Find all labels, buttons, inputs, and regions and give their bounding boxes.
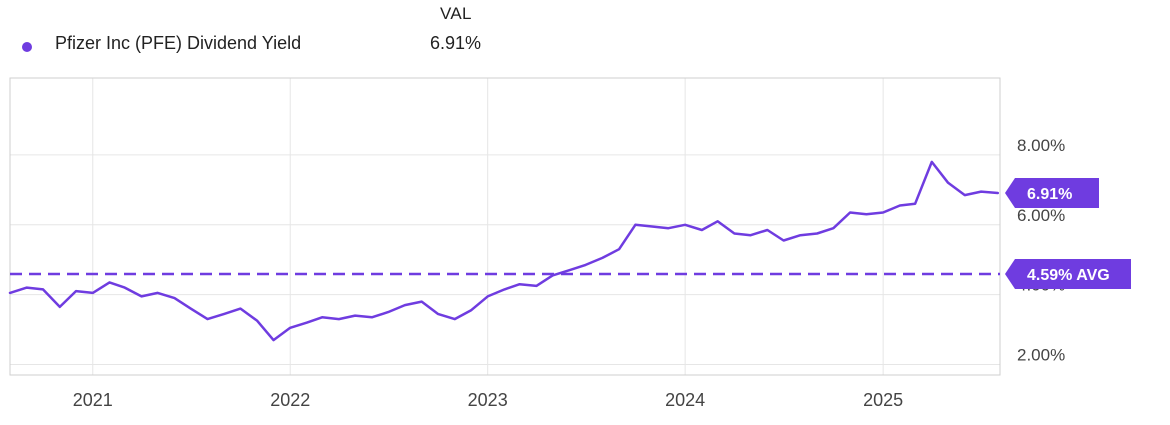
- legend: VAL Pfizer Inc (PFE) Dividend Yield 6.91…: [0, 0, 600, 70]
- y-tick-label: 2.00%: [1017, 346, 1065, 365]
- y-tick-label: 6.00%: [1017, 206, 1065, 225]
- x-tick-label: 2021: [73, 390, 113, 410]
- x-tick-label: 2023: [468, 390, 508, 410]
- x-tick-label: 2022: [270, 390, 310, 410]
- x-tick-label: 2025: [863, 390, 903, 410]
- last-value-badge-text: 6.91%: [1027, 186, 1072, 203]
- grid-lines: [10, 78, 1000, 375]
- average-badge: 4.59% AVG: [1005, 259, 1131, 290]
- average-badge-shape: [1005, 259, 1131, 290]
- legend-series-name: Pfizer Inc (PFE) Dividend Yield: [55, 33, 302, 53]
- legend-series-value: 6.91%: [430, 33, 482, 53]
- last-value-badge: 6.91%: [1005, 177, 1099, 208]
- plot-area-border: [9, 77, 1001, 376]
- legend-series-marker: [22, 42, 32, 52]
- legend-column-header: VAL: [440, 4, 472, 23]
- y-tick-label: 8.00%: [1017, 136, 1065, 155]
- y-axis-tick-labels: 2.00%4.00%6.00%8.00%: [1017, 136, 1065, 365]
- average-badge-text: 4.59% AVG: [1027, 267, 1110, 284]
- x-tick-label: 2024: [665, 390, 705, 410]
- x-axis-tick-labels: 2021 2022 2023 2024 2025: [73, 390, 903, 410]
- last-value-badge-shape: [1005, 177, 1099, 208]
- series-line-pfizer-dividend-yield: [8, 160, 1000, 342]
